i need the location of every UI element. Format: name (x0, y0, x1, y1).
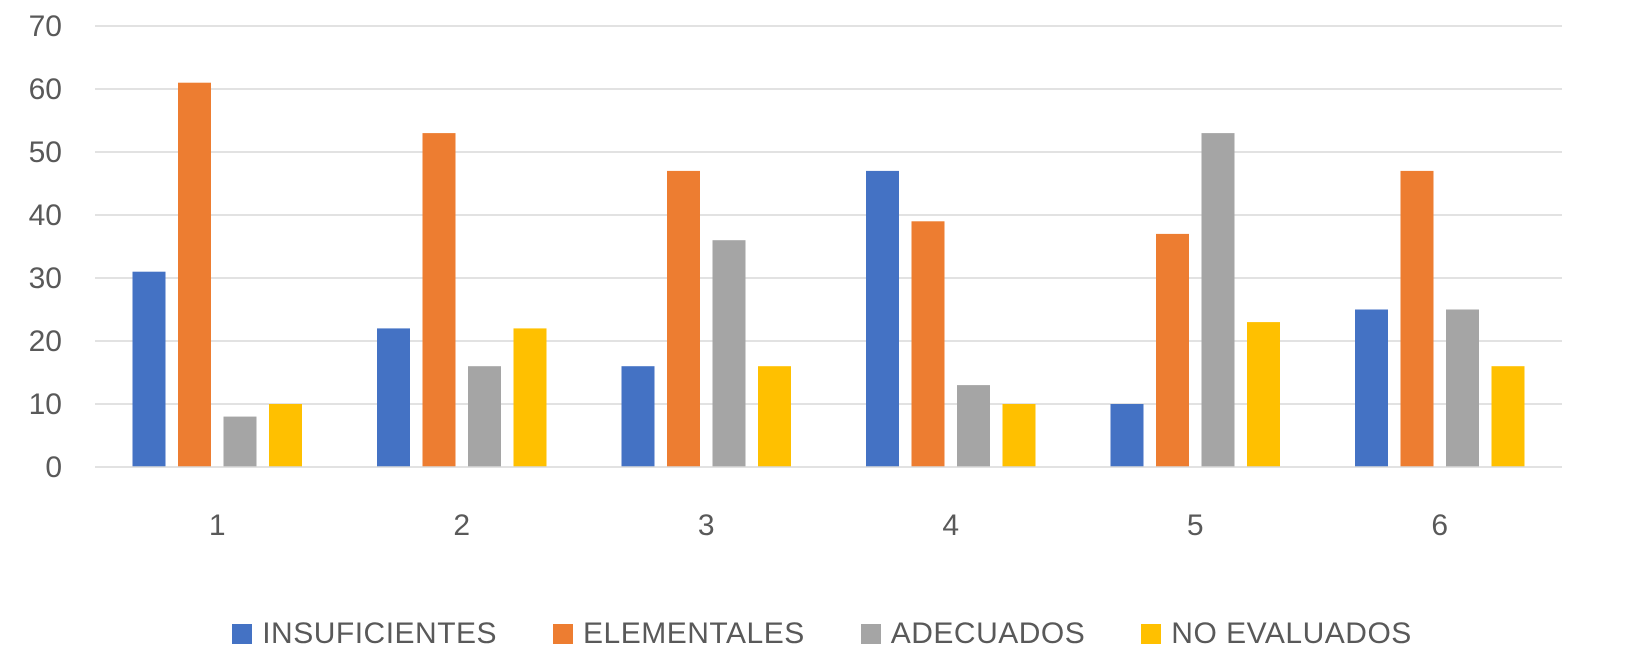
x-axis-tick-labels: 1 2 3 4 5 6 (209, 509, 1448, 542)
bar-adecuados-4 (957, 385, 990, 467)
y-tick-label: 50 (29, 136, 62, 169)
y-tick-label: 30 (29, 262, 62, 295)
legend-swatch (232, 624, 253, 644)
bar-adecuados-6 (1446, 309, 1479, 467)
bar-no-evaluados-2 (513, 328, 547, 467)
x-tick-label: 6 (1431, 509, 1448, 542)
legend-swatch (860, 624, 881, 644)
x-tick-label: 2 (453, 509, 470, 542)
legend-item: INSUFICIENTES (232, 617, 497, 651)
bar-insuficientes-4 (866, 170, 899, 467)
x-tick-label: 3 (698, 509, 715, 542)
bar-adecuados-2 (468, 366, 501, 467)
legend-swatch (553, 624, 574, 644)
bar-elementales-5 (1156, 233, 1189, 467)
legend-item: ELEMENTALES (553, 617, 805, 651)
bar-no-evaluados-4 (1002, 404, 1036, 467)
bar-elementales-3 (667, 170, 700, 467)
bar-chart-plot: 0 10 20 30 40 50 60 70 1 2 3 4 5 6 (29, 10, 1562, 542)
bar-no-evaluados-3 (758, 366, 791, 467)
legend-label: ELEMENTALES (583, 617, 805, 650)
y-tick-label: 70 (29, 10, 62, 43)
y-tick-label: 40 (29, 199, 62, 232)
bar-insuficientes-6 (1355, 309, 1388, 467)
bar-elementales-6 (1400, 170, 1434, 467)
legend-label: ADECUADOS (890, 617, 1086, 650)
legend-label: NO EVALUADOS (1171, 617, 1412, 650)
bar-no-evaluados-6 (1491, 366, 1525, 467)
y-axis-tick-labels: 0 10 20 30 40 50 60 70 (29, 10, 62, 484)
legend: INSUFICIENTES ELEMENTALES ADECUADOS NO EVAL… (0, 612, 1644, 656)
bar-elementales-2 (422, 133, 456, 467)
legend-item: ADECUADOS (860, 617, 1086, 651)
bar-insuficientes-5 (1110, 404, 1144, 467)
x-tick-label: 5 (1187, 509, 1204, 542)
bar-insuficientes-3 (621, 366, 655, 467)
bar-no-evaluados-5 (1247, 322, 1280, 467)
bar-elementales-1 (178, 82, 211, 467)
bars (132, 82, 1525, 467)
x-tick-label: 4 (942, 509, 959, 542)
gridlines (95, 25, 1562, 405)
bar-adecuados-1 (223, 416, 257, 467)
legend-swatch (1141, 624, 1162, 644)
bar-insuficientes-2 (377, 328, 410, 467)
y-tick-label: 10 (29, 388, 62, 421)
legend-label: INSUFICIENTES (262, 617, 498, 650)
bar-adecuados-3 (712, 240, 746, 467)
y-tick-label: 60 (29, 73, 62, 106)
bar-insuficientes-1 (132, 271, 166, 467)
y-tick-label: 0 (45, 451, 62, 484)
y-tick-label: 20 (29, 325, 62, 358)
bar-no-evaluados-1 (269, 404, 302, 467)
legend-item: NO EVALUADOS (1141, 617, 1412, 651)
x-tick-label: 1 (209, 509, 226, 542)
bar-elementales-4 (911, 221, 945, 467)
bar-adecuados-5 (1201, 133, 1235, 467)
